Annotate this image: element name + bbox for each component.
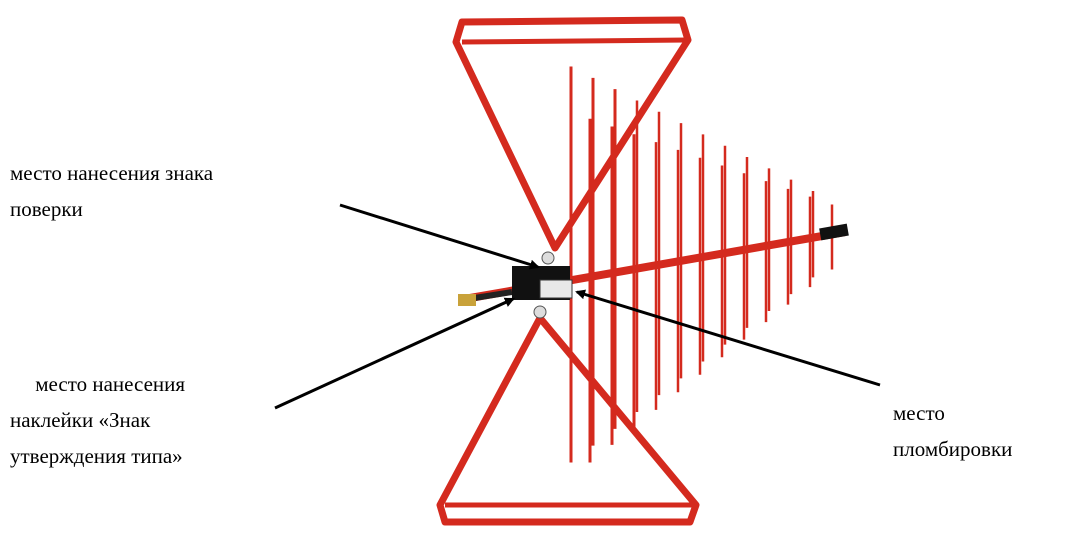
end-cap	[819, 223, 849, 241]
arrow-seal	[575, 289, 881, 387]
label-line: пломбировки	[893, 437, 1012, 461]
label-line: поверки	[10, 197, 83, 221]
labels: место нанесения знака поверки место нане…	[10, 161, 1012, 468]
upper-dipole	[452, 16, 692, 252]
antenna	[436, 16, 849, 526]
label-line: место	[893, 401, 945, 425]
arrow-verification	[339, 203, 540, 270]
label-line: наклейки «Знак	[10, 408, 151, 432]
arrows	[274, 203, 881, 410]
label-line: место нанесения	[30, 372, 185, 396]
label-line: место нанесения знака	[10, 161, 214, 185]
connector	[458, 294, 476, 306]
lower-hinge	[533, 305, 547, 319]
elements	[569, 66, 834, 463]
arrow-type-sticker	[274, 297, 515, 410]
upper-hinge	[541, 251, 555, 265]
upper-bar	[461, 37, 689, 45]
label-line: утверждения типа»	[10, 444, 183, 468]
seal-plate	[539, 279, 573, 299]
lower-dipole	[436, 314, 700, 526]
